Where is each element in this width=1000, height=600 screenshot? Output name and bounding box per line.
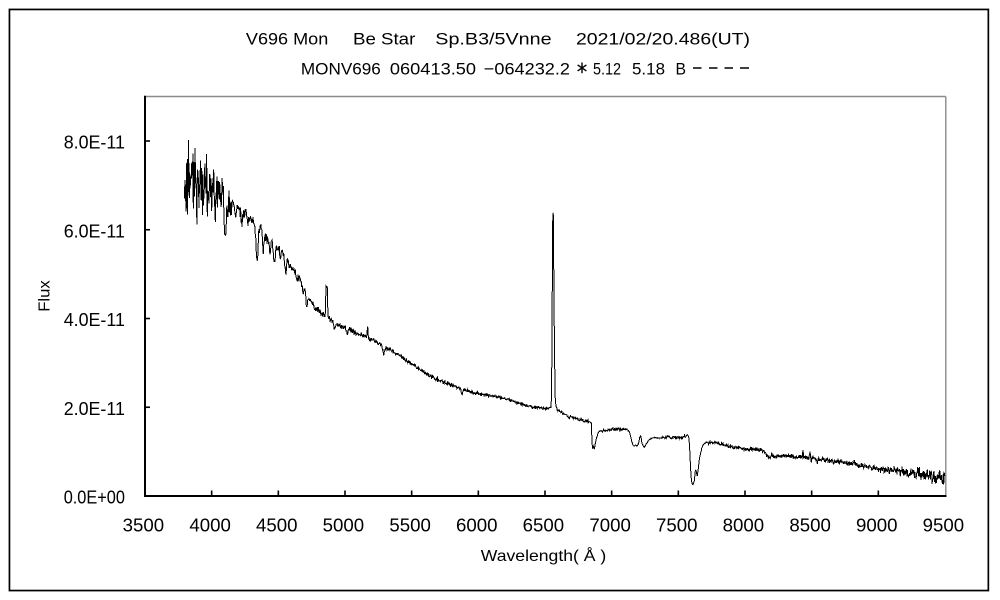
- svg-text:6.0E-11: 6.0E-11: [64, 221, 125, 241]
- svg-text:9500: 9500: [923, 515, 965, 535]
- svg-text:Be Star: Be Star: [353, 30, 416, 49]
- svg-text:6500: 6500: [523, 515, 565, 535]
- svg-text:MONV696: MONV696: [301, 60, 381, 79]
- svg-text:2.0E-11: 2.0E-11: [64, 399, 125, 419]
- svg-text:8000: 8000: [723, 515, 765, 535]
- svg-text:8.0E-11: 8.0E-11: [64, 133, 125, 153]
- svg-text:7000: 7000: [589, 515, 631, 535]
- svg-text:5500: 5500: [389, 515, 431, 535]
- svg-text:−064232.2: −064232.2: [484, 60, 570, 79]
- svg-text:5000: 5000: [323, 515, 365, 535]
- svg-text:0.0E+00: 0.0E+00: [64, 488, 125, 508]
- svg-text:2021/02/20.486(UT): 2021/02/20.486(UT): [576, 30, 750, 49]
- svg-text:Flux: Flux: [37, 280, 54, 312]
- svg-text:3500: 3500: [123, 515, 165, 535]
- svg-text:8500: 8500: [789, 515, 831, 535]
- svg-text:5.18: 5.18: [632, 60, 665, 79]
- svg-text:V696 Mon: V696 Mon: [246, 30, 328, 49]
- svg-text:4500: 4500: [256, 515, 298, 535]
- svg-text:7500: 7500: [656, 515, 698, 535]
- svg-text:Sp.B3/5Vnne: Sp.B3/5Vnne: [435, 30, 551, 49]
- svg-text:B: B: [676, 60, 687, 79]
- svg-text:Wavelength( Å ): Wavelength( Å ): [481, 546, 607, 565]
- svg-text:6000: 6000: [456, 515, 498, 535]
- svg-text:5.12: 5.12: [593, 60, 621, 79]
- svg-text:4000: 4000: [189, 515, 231, 535]
- svg-text:4.0E-11: 4.0E-11: [64, 310, 125, 330]
- svg-text:060413.50: 060413.50: [390, 60, 476, 79]
- svg-text:9000: 9000: [856, 515, 898, 535]
